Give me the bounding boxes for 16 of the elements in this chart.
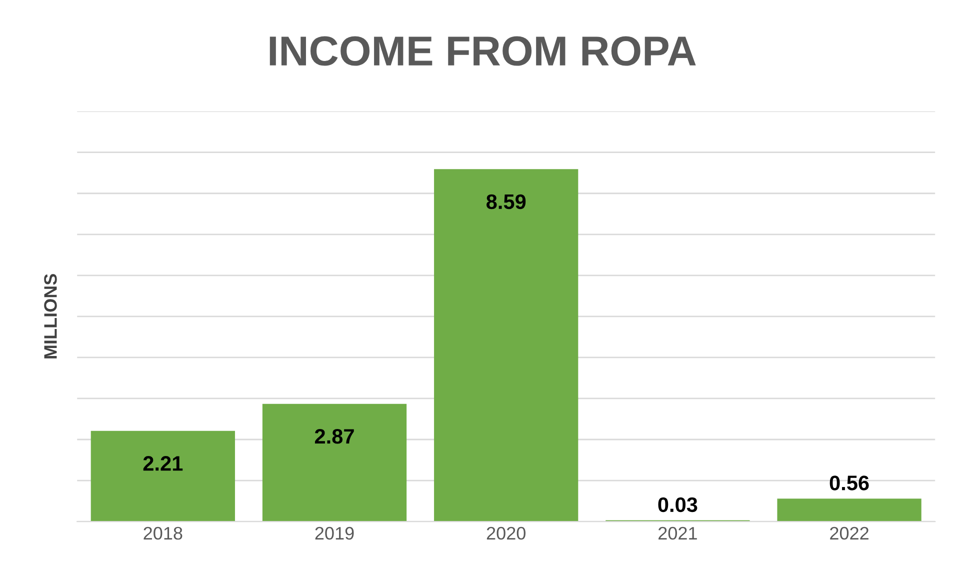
bar [90, 430, 235, 522]
x-tick-label: 2021 [658, 526, 697, 540]
bar [262, 404, 407, 522]
data-label: 2.87 [314, 428, 354, 444]
bar [777, 498, 922, 522]
x-tick-label: 2022 [830, 526, 868, 540]
data-label: 0.56 [830, 476, 869, 490]
data-label: 2.21 [143, 456, 183, 471]
x-tick-label: 2020 [486, 526, 526, 540]
x-tick-label: 2018 [144, 526, 182, 540]
y-axis-title: MILLIONS [44, 274, 57, 358]
x-tick-label: 2019 [315, 526, 354, 540]
data-label: 8.59 [486, 194, 526, 210]
bar [434, 169, 578, 522]
chart-title: INCOME FROM ROPA [270, 36, 696, 66]
data-label: 0.03 [658, 497, 698, 512]
